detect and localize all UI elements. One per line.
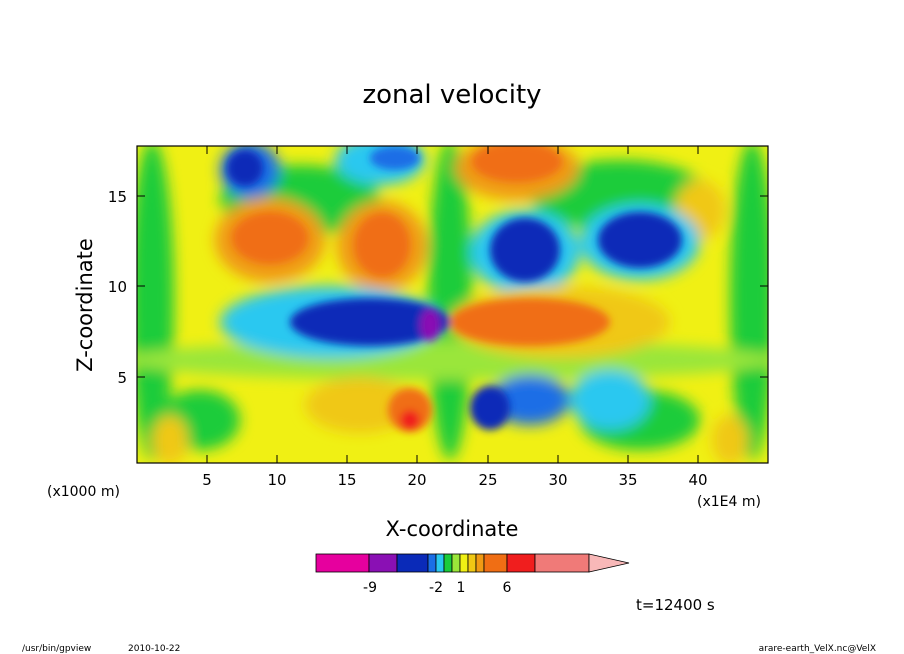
y-tick-label: 10	[108, 278, 127, 296]
colorbar-segment	[427, 553, 437, 573]
x-tick-label: 10	[267, 471, 286, 489]
colorbar-segment	[534, 553, 590, 573]
colorbar-tick-label: -2	[429, 580, 443, 596]
y-tick-label: 5	[117, 369, 127, 387]
x-axis-ticks	[206, 146, 699, 463]
colorbar-segment	[435, 553, 445, 573]
colorbar	[315, 553, 630, 573]
footer-source: arare-earth_VelX.nc@VelX	[759, 644, 876, 654]
colorbar-tick-label: 6	[503, 580, 512, 596]
colorbar-tick-label: -9	[363, 580, 377, 596]
x-unit-label: (x1E4 m)	[697, 494, 761, 510]
x-tick-label: 25	[478, 471, 497, 489]
colorbar-segment	[396, 553, 429, 573]
x-tick-label: 30	[548, 471, 567, 489]
colorbar-segment	[475, 553, 485, 573]
footer-date: 2010-10-22	[128, 644, 180, 654]
colorbar-extend-triangle	[588, 553, 630, 573]
x-axis-title: X-coordinate	[386, 517, 519, 541]
plot-frame	[136, 145, 769, 464]
y-axis-ticks	[137, 195, 768, 378]
x-tick-label: 5	[202, 471, 212, 489]
footer-program: /usr/bin/gpview	[22, 644, 91, 654]
time-label: t=12400 s	[636, 596, 715, 614]
colorbar-segment	[451, 553, 461, 573]
x-tick-label: 35	[618, 471, 637, 489]
colorbar-segment	[467, 553, 477, 573]
x-tick-labels: 5 10 15 20 25 30 35 40	[202, 471, 707, 489]
plot-area	[137, 146, 768, 463]
colorbar-segment	[443, 553, 453, 573]
field-cores	[227, 146, 682, 432]
colorbar-tick-labels: -9 -2 1 6	[363, 580, 512, 596]
colorbar-segment	[483, 553, 508, 573]
colorbar-segment	[368, 553, 398, 573]
colorbar-tick-label: 1	[457, 580, 466, 596]
y-unit-label: (x1000 m)	[47, 484, 120, 500]
y-axis-title: Z-coordinate	[73, 238, 97, 372]
x-tick-label: 15	[337, 471, 356, 489]
colorbar-segment	[315, 553, 370, 573]
x-tick-label: 40	[688, 471, 707, 489]
colorbar-segment	[506, 553, 536, 573]
x-tick-label: 20	[407, 471, 426, 489]
chart-title: zonal velocity	[362, 80, 541, 110]
y-tick-label: 15	[108, 188, 127, 206]
colorbar-segment	[459, 553, 469, 573]
y-tick-labels: 5 10 15	[108, 188, 127, 387]
